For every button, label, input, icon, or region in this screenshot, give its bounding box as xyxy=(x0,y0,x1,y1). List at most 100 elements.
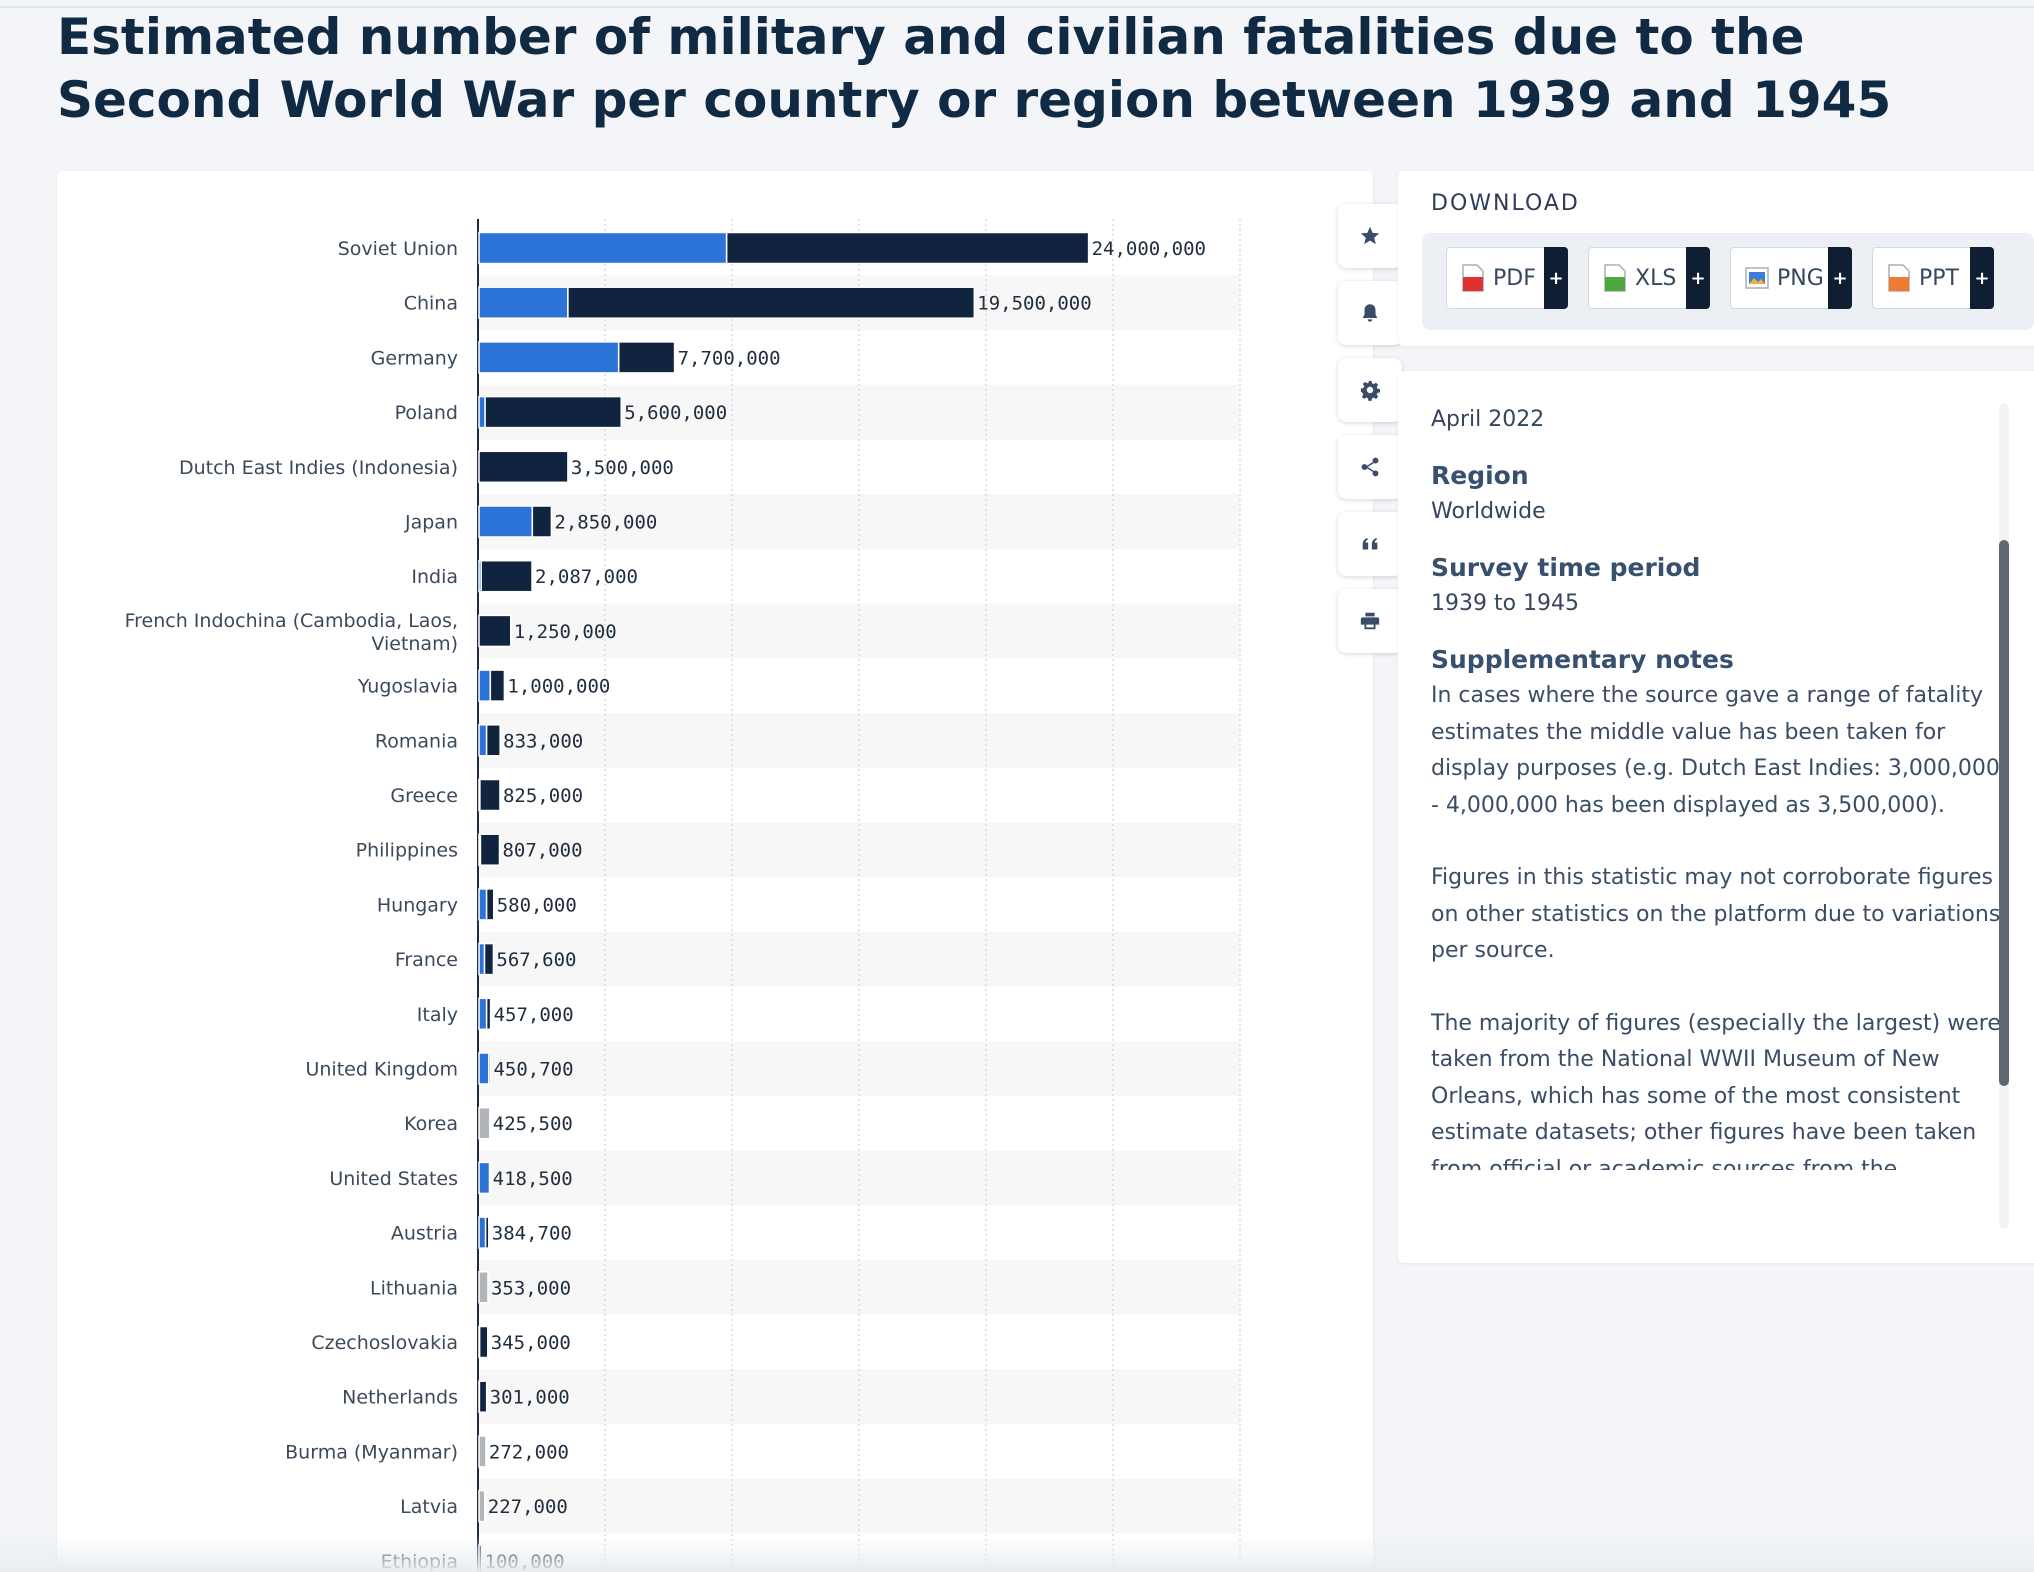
bar-segment-military xyxy=(478,1216,487,1249)
category-label: Austria xyxy=(391,1223,458,1245)
ppt-file-icon xyxy=(1888,264,1910,292)
bar-segment-civilian xyxy=(478,450,569,484)
bar-segment-military xyxy=(478,286,569,319)
cite-button[interactable] xyxy=(1338,512,1402,576)
ppt-label: PPT xyxy=(1919,265,1959,291)
chart-card: Soviet Union 24,000,000 China 19,500,000 Ger… xyxy=(57,171,1402,1572)
pdf-label: PDF xyxy=(1493,265,1536,291)
xls-plus-toggle[interactable]: + xyxy=(1686,247,1710,309)
category-label: Netherlands xyxy=(342,1387,458,1409)
category-label: India xyxy=(411,566,458,588)
bar-segment-military xyxy=(478,395,486,429)
bar-segment-military xyxy=(478,942,486,976)
value-label: 19,500,000 xyxy=(977,293,1091,315)
page-title: Estimated number of military and civilia… xyxy=(57,8,1892,129)
value-label: 7,700,000 xyxy=(678,347,781,369)
category-label: Lithuania xyxy=(370,1277,458,1299)
category-label: Burma (Myanmar) xyxy=(285,1441,458,1463)
category-label: Latvia xyxy=(400,1496,458,1518)
bar-segment-military xyxy=(478,1161,491,1195)
bar-chart: Soviet Union 24,000,000 China 19,500,000 Ger… xyxy=(125,219,1241,1572)
value-label: 227,000 xyxy=(488,1496,568,1518)
notes-scrollbar-thumb[interactable] xyxy=(1999,540,2009,1086)
pdf-plus-toggle[interactable]: + xyxy=(1544,247,1568,309)
row-band xyxy=(478,1259,1240,1315)
favorite-button[interactable] xyxy=(1338,204,1402,268)
settings-button[interactable] xyxy=(1338,358,1402,422)
value-label: 807,000 xyxy=(502,840,582,862)
value-label: 1,250,000 xyxy=(514,621,617,643)
bar-segment-military xyxy=(478,1052,490,1085)
download-panel: DOWNLOAD PDF + XLS + PNG + xyxy=(1398,171,2034,346)
bar-segment-civilian xyxy=(567,286,976,319)
survey-period-value: 1939 to 1945 xyxy=(1431,591,1580,616)
value-label: 1,000,000 xyxy=(507,676,610,698)
value-label: 24,000,000 xyxy=(1092,238,1206,260)
print-button[interactable] xyxy=(1338,589,1402,653)
category-label: China xyxy=(404,293,458,315)
bar-segment-civilian xyxy=(478,1325,489,1359)
gear-icon xyxy=(1360,380,1381,401)
value-label: 345,000 xyxy=(491,1332,571,1354)
note-paragraph: The majority of figures (especially the … xyxy=(1431,1010,2001,1171)
png-plus-toggle[interactable]: + xyxy=(1828,247,1852,309)
download-ppt-button[interactable]: PPT + xyxy=(1872,247,1994,309)
bar-segment-civilian xyxy=(531,505,553,538)
supplementary-notes-heading: Supplementary notes xyxy=(1431,645,1734,674)
ppt-plus-toggle[interactable]: + xyxy=(1970,247,1994,309)
xls-label: XLS xyxy=(1635,265,1677,291)
note-paragraph: Figures in this statistic may not corrob… xyxy=(1431,865,2001,963)
bar-segment-civilian xyxy=(483,942,495,976)
bar-segment-civilian xyxy=(484,395,622,429)
bar-segment-civilian xyxy=(485,997,492,1031)
category-label: Japan xyxy=(404,512,458,534)
bar-segment-civilian xyxy=(484,1216,490,1249)
notification-button[interactable] xyxy=(1338,281,1402,345)
bell-icon xyxy=(1362,304,1378,322)
category-label: United Kingdom xyxy=(305,1059,458,1081)
print-icon xyxy=(1360,612,1380,630)
share-icon xyxy=(1361,457,1379,477)
category-label: French Indochina (Cambodia, Laos, Vietnam… xyxy=(125,610,458,655)
value-label: 567,600 xyxy=(496,949,576,971)
bar-segment-unspecified xyxy=(478,1271,489,1304)
category-label: Czechoslovakia xyxy=(311,1332,458,1354)
pdf-file-icon xyxy=(1462,264,1484,292)
bar-segment-military xyxy=(478,341,620,374)
details-content: April 2022 Region Worldwide Survey time … xyxy=(1431,407,2013,1170)
download-pdf-button[interactable]: PDF + xyxy=(1446,247,1568,309)
category-label: Italy xyxy=(417,1004,458,1026)
value-label: 301,000 xyxy=(490,1387,570,1409)
download-png-button[interactable]: PNG + xyxy=(1730,247,1852,309)
bar-segment-civilian xyxy=(487,1052,492,1085)
bar-segment-military xyxy=(478,669,492,702)
region-heading: Region xyxy=(1431,461,1529,490)
category-label: Soviet Union xyxy=(338,238,458,260)
value-label: 272,000 xyxy=(489,1441,569,1463)
value-label: 457,000 xyxy=(494,1004,574,1026)
value-label: 353,000 xyxy=(491,1277,571,1299)
download-xls-button[interactable]: XLS + xyxy=(1588,247,1710,309)
category-label: Poland xyxy=(395,402,458,424)
share-button[interactable] xyxy=(1338,435,1402,499)
bar-segment-civilian xyxy=(480,559,533,593)
value-label: 450,700 xyxy=(493,1059,573,1081)
bar-segment-unspecified xyxy=(478,1435,487,1468)
release-date: April 2022 xyxy=(1431,407,1545,432)
bar-segment-unspecified xyxy=(478,1106,491,1140)
bar-segment-military xyxy=(478,505,534,538)
statistic-details-panel: April 2022 Region Worldwide Survey time … xyxy=(1398,371,2034,1263)
bottom-fade xyxy=(0,1535,2034,1572)
bar-segment-civilian xyxy=(479,833,501,866)
value-label: 425,500 xyxy=(493,1113,573,1135)
value-label: 5,600,000 xyxy=(624,402,727,424)
png-label: PNG xyxy=(1777,265,1824,291)
category-label: Korea xyxy=(404,1113,458,1135)
bar-segment-military xyxy=(478,888,488,921)
bar-segment-civilian xyxy=(725,231,1090,265)
value-label: 2,087,000 xyxy=(535,566,638,588)
top-divider xyxy=(0,6,2034,8)
row-band xyxy=(478,1150,1240,1206)
value-label: 418,500 xyxy=(493,1168,573,1190)
bar-segment-military xyxy=(478,724,488,757)
